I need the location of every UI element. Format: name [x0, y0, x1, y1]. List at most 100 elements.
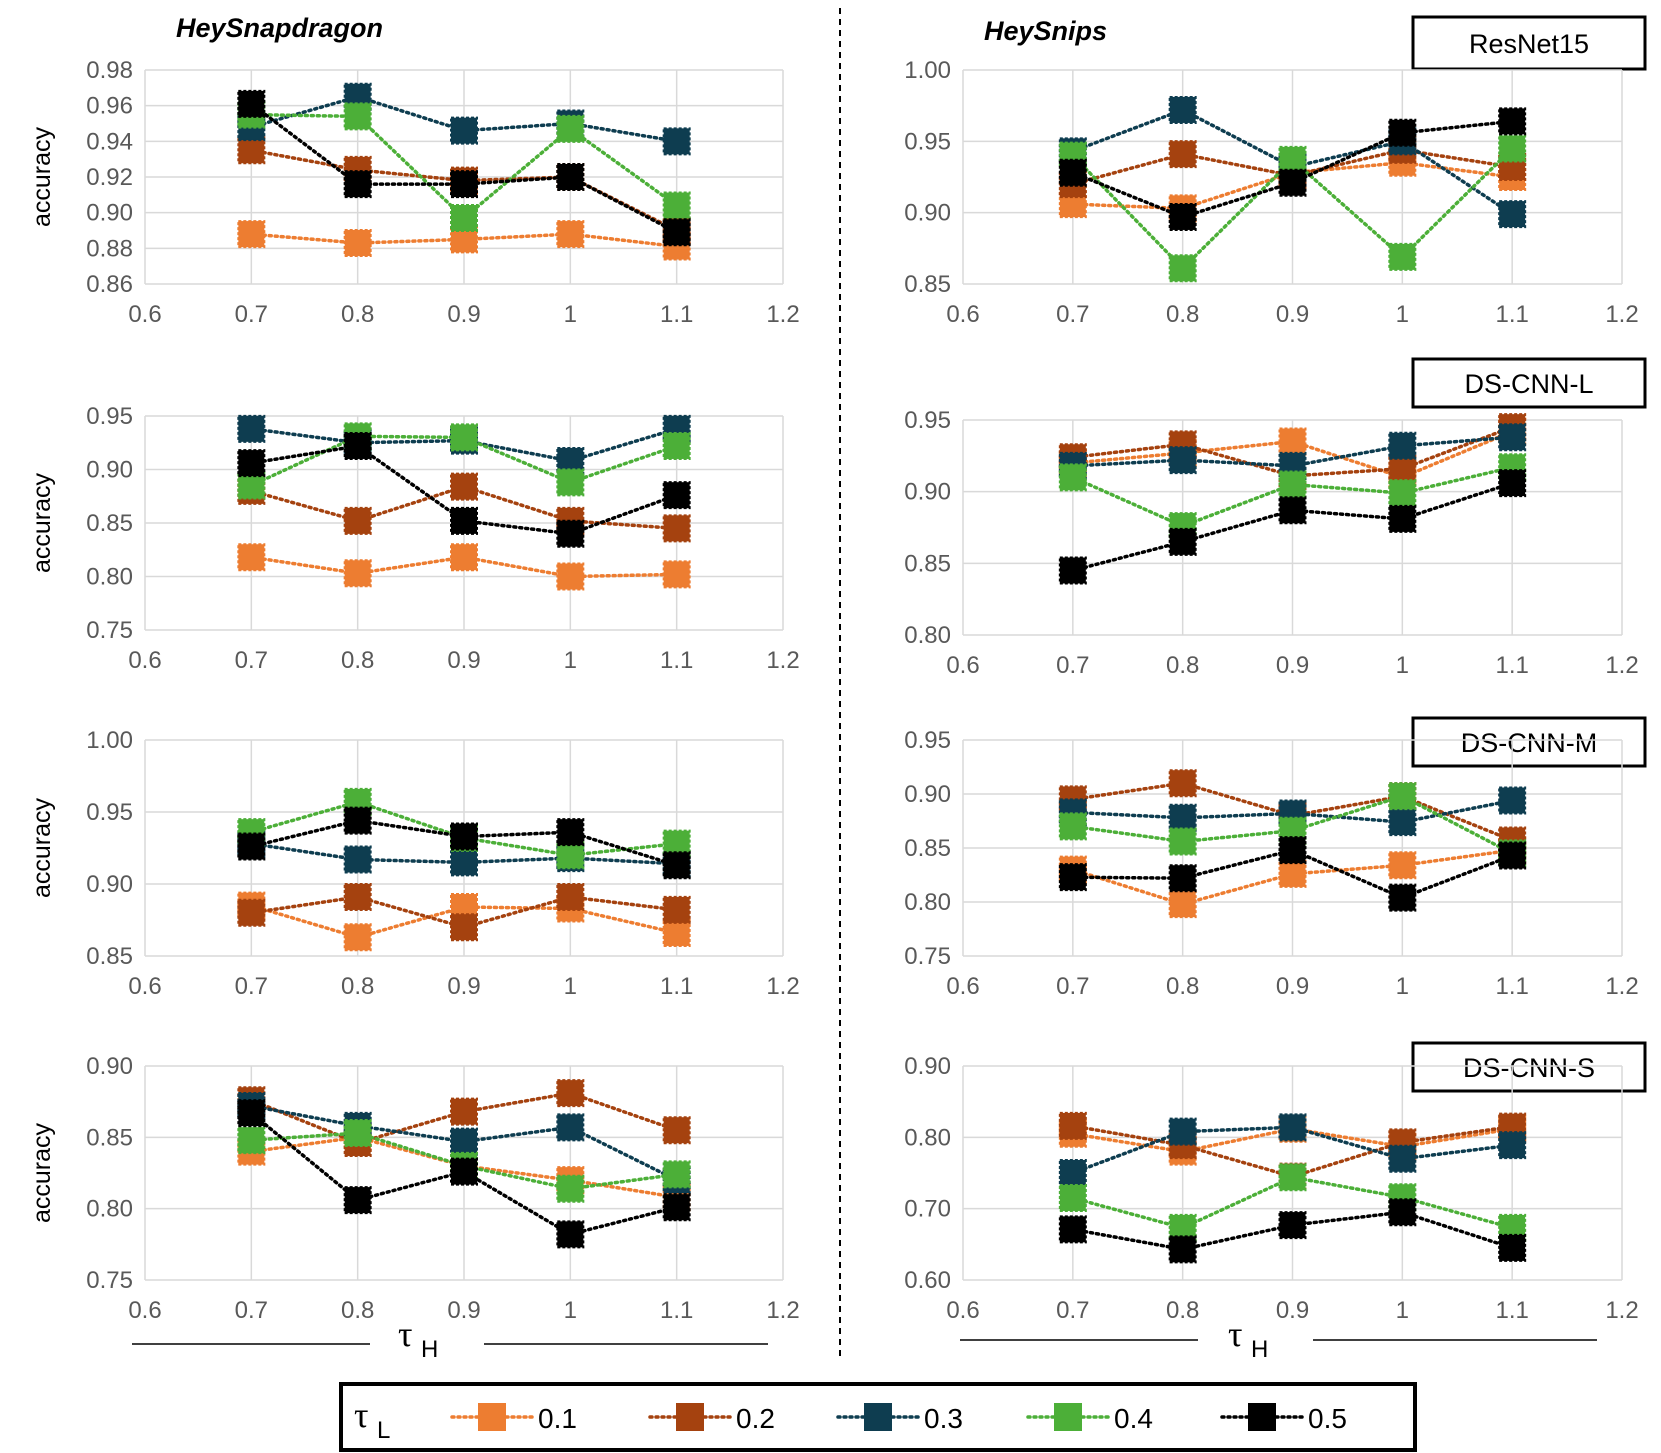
- series-0.2: [237, 882, 691, 942]
- data-point: [1168, 1117, 1197, 1146]
- y-tick-label: 0.85: [86, 943, 133, 970]
- data-point: [343, 1186, 372, 1215]
- dataset-title-right: HeySnips: [984, 16, 1107, 46]
- legend: τ L 0.1 0.2 0.3 0.4 0.5: [339, 1382, 1417, 1452]
- data-point: [662, 127, 691, 156]
- legend-entry-0.3: 0.3: [836, 1403, 963, 1434]
- series-0.5: [237, 806, 691, 880]
- x-tick-label: 0.7: [1056, 301, 1089, 328]
- data-point: [343, 923, 372, 952]
- data-point: [1058, 863, 1087, 892]
- x-tick-label: 0.9: [447, 301, 480, 328]
- data-point: [1498, 1233, 1527, 1262]
- data-point: [662, 1193, 691, 1222]
- data-point: [1388, 504, 1417, 533]
- x-tick-label: 1: [564, 973, 577, 1000]
- data-point: [556, 1220, 585, 1249]
- data-point: [1278, 470, 1307, 499]
- y-tick-label: 0.96: [86, 93, 133, 120]
- legend-marker: [864, 1403, 892, 1431]
- data-point: [237, 136, 266, 165]
- chart-heysnips-ds-cnn-s: 0.6 0.7 0.8 0.9 1 1.1 1.2 0.60 0.70 0.80 0.90: [904, 1053, 1638, 1324]
- data-point: [662, 514, 691, 543]
- series-0.5: [1058, 836, 1527, 912]
- chart-heysnapdragon-ds-cnn-m: 0.6 0.7 0.8 0.9 1 1.1 1.2 0.85 0.90 0.95 1.00 accur…: [28, 727, 800, 1000]
- x-tick-label: 0.6: [128, 973, 161, 1000]
- y-tick-label: 0.90: [86, 871, 133, 898]
- data-point: [237, 832, 266, 861]
- y-tick-label: 0.90: [904, 781, 951, 808]
- x-tick-label: 0.8: [341, 647, 374, 674]
- x-tick-label: 0.7: [1056, 652, 1089, 679]
- x-tick-label: 1.1: [660, 301, 693, 328]
- data-point: [1168, 254, 1197, 283]
- y-tick-label: 0.90: [86, 200, 133, 227]
- data-point: [450, 116, 478, 145]
- series-0.5: [237, 431, 691, 548]
- y-tick-label: 0.95: [904, 727, 951, 754]
- legend-entry-0.2: 0.2: [648, 1403, 775, 1434]
- data-point: [450, 472, 478, 501]
- x-tick-label: 1.2: [766, 973, 799, 1000]
- y-tick-label: 0.90: [86, 457, 133, 484]
- legend-title-symbol: τ: [354, 1395, 368, 1435]
- data-point: [237, 898, 266, 927]
- x-tick-label: 0.6: [128, 301, 161, 328]
- series-0.5: [237, 1099, 691, 1249]
- y-tick-label: 0.80: [86, 1196, 133, 1223]
- data-point: [343, 806, 372, 835]
- x-tick-label: 1: [1396, 1297, 1409, 1324]
- x-tick-label: 0.7: [1056, 1297, 1089, 1324]
- data-point: [237, 1126, 266, 1155]
- y-tick-label: 0.95: [86, 403, 133, 430]
- data-point: [237, 414, 266, 443]
- data-point: [1498, 469, 1527, 498]
- y-tick-label: 0.85: [86, 1124, 133, 1151]
- x-tick-label: 0.6: [946, 301, 979, 328]
- x-tick-label: 0.8: [341, 973, 374, 1000]
- y-tick-label: 0.95: [904, 407, 951, 434]
- series-line: [1071, 435, 1514, 468]
- data-point: [450, 1157, 478, 1186]
- legend-label: 0.1: [538, 1403, 577, 1434]
- data-point: [237, 449, 266, 478]
- x-tick-label: 0.8: [1166, 973, 1199, 1000]
- data-point: [1388, 883, 1417, 912]
- x-tick-label: 0.6: [128, 1297, 161, 1324]
- x-tick-label: 0.8: [1166, 301, 1199, 328]
- y-tick-label: 1.00: [904, 57, 951, 84]
- data-point: [1168, 527, 1197, 556]
- series-line: [1071, 148, 1514, 186]
- data-point: [1498, 786, 1527, 815]
- data-point: [556, 163, 585, 191]
- tau-h-symbol: τ: [1228, 1314, 1242, 1354]
- data-point: [556, 1079, 585, 1108]
- y-tick-label: 0.92: [86, 164, 133, 191]
- x-tick-label: 0.6: [946, 1297, 979, 1324]
- y-tick-label: 0.80: [904, 1124, 951, 1151]
- y-tick-label: 0.95: [904, 128, 951, 155]
- data-point: [450, 423, 478, 452]
- data-point: [1498, 107, 1527, 136]
- data-point: [1498, 134, 1527, 163]
- legend-label: 0.3: [924, 1403, 963, 1434]
- model-label-ds-cnn-s: DS-CNN-S: [1411, 1041, 1647, 1093]
- data-point: [1278, 168, 1307, 197]
- x-tick-label: 1.2: [1605, 1297, 1638, 1324]
- data-point: [1058, 1111, 1087, 1140]
- data-point: [556, 562, 585, 591]
- y-tick-label: 0.90: [904, 479, 951, 506]
- data-point: [450, 913, 478, 942]
- data-point: [662, 560, 691, 589]
- data-point: [662, 218, 691, 247]
- model-label-ds-cnn-l: DS-CNN-L: [1411, 357, 1647, 409]
- data-point: [556, 1113, 585, 1142]
- data-point: [662, 431, 691, 460]
- data-point: [1278, 836, 1307, 865]
- data-point: [556, 882, 585, 911]
- data-point: [1388, 479, 1417, 508]
- data-point: [662, 481, 691, 510]
- data-point: [1058, 1183, 1087, 1212]
- y-tick-label: 0.75: [904, 943, 951, 970]
- data-point: [1058, 158, 1087, 187]
